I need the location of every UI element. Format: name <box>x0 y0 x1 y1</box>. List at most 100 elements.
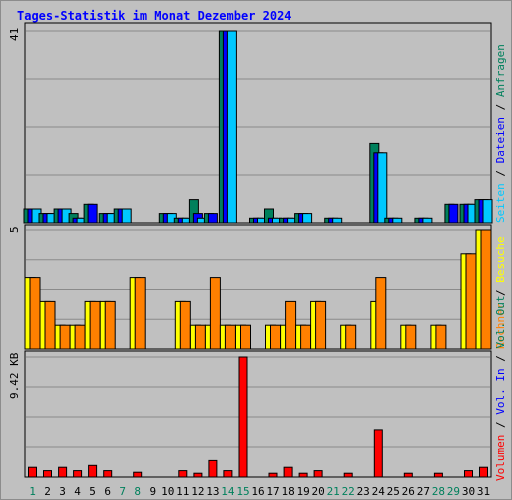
legend-separator: / <box>494 163 507 184</box>
top-bar-seiten-day-24 <box>377 152 388 224</box>
day-label-6: 6 <box>104 485 111 498</box>
middle-bar-rechner-day-3 <box>59 324 71 350</box>
top-bar-seiten-day-7 <box>121 208 132 224</box>
day-label-7: 7 <box>119 485 126 498</box>
legend-separator: / <box>494 414 507 435</box>
middle-bar-rechner-day-20 <box>315 300 327 350</box>
day-label-26: 26 <box>402 485 415 498</box>
day-label-5: 5 <box>89 485 96 498</box>
day-label-12: 12 <box>191 485 204 498</box>
top-bar-seiten-day-25 <box>392 217 403 224</box>
top-bar-dateien-day-13 <box>207 213 218 224</box>
middle-bar-rechner-day-19 <box>300 324 312 350</box>
day-label-29: 29 <box>447 485 460 498</box>
bottom-bar-volumen-day-31 <box>479 466 488 478</box>
day-label-2: 2 <box>44 485 51 498</box>
middle-bar-rechner-day-4 <box>74 324 86 350</box>
legend-separator: / <box>494 348 507 369</box>
middle-bar-rechner-day-24 <box>375 277 387 350</box>
day-label-23: 23 <box>357 485 370 498</box>
top-bar-seiten-day-14 <box>226 30 237 224</box>
bottom-legend: Volumen / Vol. In / Vol. Out <box>494 296 507 481</box>
bottom-bar-volumen-day-18 <box>283 466 293 478</box>
day-label-20: 20 <box>311 485 324 498</box>
top-min-label: 5 <box>8 226 21 233</box>
middle-bar-rechner-day-13 <box>209 277 221 350</box>
top-bar-seiten-day-19 <box>302 213 313 224</box>
day-label-30: 30 <box>462 485 475 498</box>
bottom-bar-volumen-day-3 <box>58 466 68 478</box>
bottom-bar-volumen-day-11 <box>178 470 188 478</box>
middle-bar-rechner-day-8 <box>134 277 146 350</box>
day-label-1: 1 <box>29 485 36 498</box>
bottom-bar-volumen-day-13 <box>208 459 218 478</box>
bottom-bar-volumen-day-24 <box>373 429 383 478</box>
middle-bar-rechner-day-31 <box>480 229 492 350</box>
top-max-label: 41 <box>8 27 21 41</box>
day-label-18: 18 <box>281 485 294 498</box>
top-bar-seiten-day-31 <box>482 199 493 224</box>
day-label-24: 24 <box>372 485 386 498</box>
day-label-9: 9 <box>149 485 156 498</box>
day-label-31: 31 <box>477 485 490 498</box>
bottom-bar-volumen-day-22 <box>343 472 353 478</box>
bottom-bar-volumen-day-20 <box>313 470 323 478</box>
top-bar-dateien-day-5 <box>87 203 98 224</box>
legend-separator: / <box>494 97 507 118</box>
day-label-22: 22 <box>342 485 355 498</box>
chart-title: Tages-Statistik im Monat Dezember 2024 <box>17 9 292 23</box>
middle-bar-rechner-day-15 <box>240 324 251 350</box>
day-label-3: 3 <box>59 485 66 498</box>
top-panel-border <box>24 22 492 224</box>
day-label-19: 19 <box>296 485 309 498</box>
bottom-bar-volumen-day-12 <box>193 472 203 478</box>
bottom-bar-volumen-day-1 <box>28 466 37 478</box>
day-label-27: 27 <box>417 485 430 498</box>
bottom-bar-volumen-day-17 <box>268 472 278 478</box>
day-label-13: 13 <box>206 485 219 498</box>
middle-bar-rechner-day-17 <box>270 324 281 350</box>
bottom-max-label: 9.42 KB <box>8 352 21 399</box>
legend-item-volumen: Volumen <box>494 434 507 481</box>
day-label-25: 25 <box>387 485 400 498</box>
top-legend: Seiten / Dateien / Anfragen <box>494 44 507 223</box>
middle-bar-rechner-day-12 <box>194 324 206 350</box>
day-label-15: 15 <box>236 485 249 498</box>
bottom-bar-volumen-day-15 <box>238 356 248 478</box>
middle-bar-rechner-day-1 <box>29 277 41 350</box>
bottom-bar-volumen-day-5 <box>88 464 98 478</box>
bottom-bar-volumen-day-4 <box>73 470 83 478</box>
day-label-21: 21 <box>327 485 340 498</box>
legend-item-dateien: Dateien <box>494 117 507 164</box>
bottom-bar-volumen-day-6 <box>103 470 113 478</box>
top-bar-seiten-day-21 <box>332 217 343 224</box>
middle-bar-rechner-day-26 <box>405 324 417 350</box>
day-label-17: 17 <box>266 485 279 498</box>
legend-item-anfragen: Anfragen <box>494 44 507 98</box>
middle-bar-rechner-day-6 <box>104 300 116 350</box>
legend-item-seiten: Seiten <box>494 183 507 223</box>
legend-item-besuche: Besuche <box>494 236 507 283</box>
top-bar-dateien-day-29 <box>448 203 459 224</box>
middle-bar-rechner-day-28 <box>435 324 447 350</box>
day-label-4: 4 <box>74 485 81 498</box>
bottom-bar-volumen-day-2 <box>43 470 52 478</box>
middle-bar-rechner-day-5 <box>89 300 101 350</box>
bottom-bar-volumen-day-19 <box>298 472 308 478</box>
day-label-8: 8 <box>134 485 141 498</box>
bottom-bar-volumen-day-14 <box>223 470 233 478</box>
middle-bar-rechner-day-18 <box>285 300 297 350</box>
bottom-bar-volumen-day-30 <box>464 470 473 478</box>
middle-bar-rechner-day-14 <box>224 324 236 350</box>
middle-bar-rechner-day-2 <box>44 300 56 350</box>
middle-bar-rechner-day-22 <box>345 324 357 350</box>
top-bar-seiten-day-27 <box>422 217 433 224</box>
legend-item-vol-out: Vol. Out <box>494 295 507 349</box>
bottom-bar-volumen-day-28 <box>433 472 443 478</box>
day-label-11: 11 <box>176 485 189 498</box>
day-label-16: 16 <box>251 485 264 498</box>
bottom-panel-border <box>24 350 492 478</box>
bottom-bar-volumen-day-8 <box>133 471 143 478</box>
legend-item-vol-in: Vol. In <box>494 368 507 415</box>
